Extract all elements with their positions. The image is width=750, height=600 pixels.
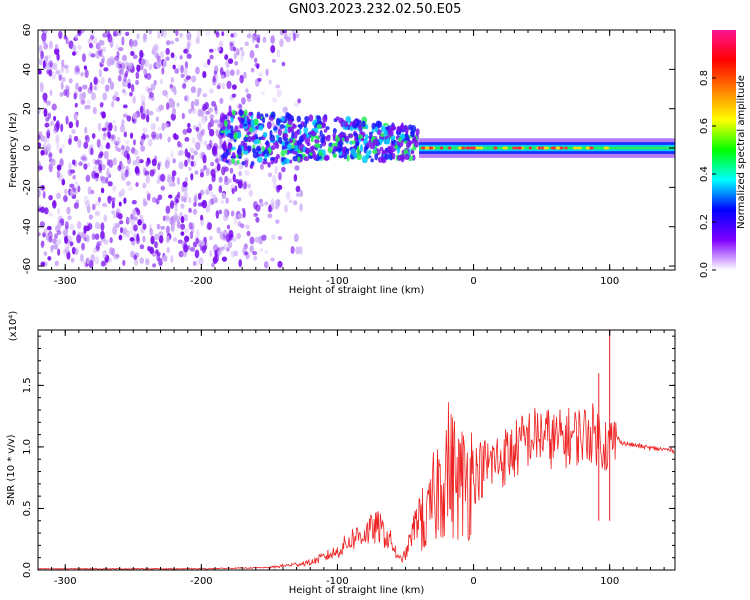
x-tick-label: 0 (470, 576, 476, 587)
x-tick-label: -300 (54, 576, 77, 587)
colorbar-tick-label: 0.2 (699, 214, 710, 230)
x-tick-label: 100 (600, 576, 619, 587)
colorbar-tick-label: 0.6 (699, 118, 710, 134)
snr-frame (37, 329, 676, 571)
colorbar: 0.0 0.2 0.4 0.6 0.8 Normalized spectral ampli… (699, 30, 747, 278)
y-tick-label: 1.5 (22, 377, 33, 393)
y-tick-label: -40 (22, 219, 33, 235)
y-tick-label: 1.0 (22, 439, 33, 455)
y-tick-label: 0.5 (22, 501, 33, 517)
x-axis-title: Height of straight line (km) (289, 285, 425, 296)
y-axis-title: Frequency (Hz) (8, 112, 19, 188)
colorbar-gradient (712, 30, 736, 270)
x-tick-label: -200 (190, 576, 213, 587)
colorbar-tick-label: 0.8 (699, 70, 710, 86)
x-axis-title: Height of straight line (km) (289, 585, 425, 596)
y-tick-label: 40 (22, 63, 33, 76)
x-tick-label: -200 (190, 276, 213, 287)
y-scale-label: (x10⁴) (8, 311, 19, 342)
y-tick-label: -20 (22, 179, 33, 195)
y-tick-label: 0.0 (22, 562, 33, 578)
colorbar-tick-label: 0.0 (699, 262, 710, 278)
spectrogram-image (38, 30, 675, 269)
y-tick-label: -60 (22, 258, 33, 274)
snr-panel: -300 -200 -100 0 100 0.0 0.5 1.0 1.5 Height of st… (6, 311, 676, 596)
spectrogram-frame (37, 29, 676, 271)
snr-series-line (38, 402, 675, 570)
x-tick-label: -100 (326, 576, 349, 587)
y-tick-label: 60 (22, 24, 33, 37)
x-tick-label: 100 (600, 276, 619, 287)
spectrogram-panel: -300 -200 -100 0 100 60 40 20 0 -20 -40 -60 Height o… (8, 24, 676, 296)
y-tick-label: 20 (22, 102, 33, 115)
colorbar-title: Normalized spectral amplitude (736, 75, 747, 229)
x-tick-label: -100 (326, 276, 349, 287)
y-tick-label: 0 (22, 145, 33, 151)
chart-title: GN03.2023.232.02.50.E05 (288, 2, 462, 17)
colorbar-tick-label: 0.4 (699, 166, 710, 182)
x-tick-label: -300 (54, 276, 77, 287)
x-tick-label: 0 (470, 276, 476, 287)
y-axis-title: SNR (10 * v/v) (6, 434, 17, 505)
